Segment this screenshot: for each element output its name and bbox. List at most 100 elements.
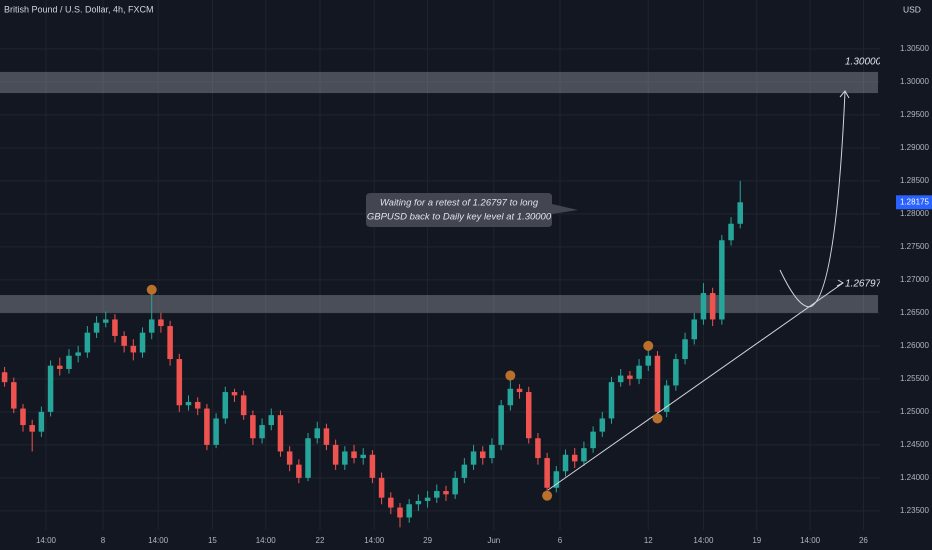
currency-label: USD (903, 4, 921, 14)
candle-body (176, 359, 183, 406)
candle-body (204, 408, 210, 445)
candle-body (231, 392, 238, 396)
candle-body (360, 454, 366, 459)
candle-body (378, 477, 385, 498)
candle-body (571, 454, 578, 462)
y-tick-label: 1.23500 (900, 506, 929, 515)
candle-body (286, 451, 293, 465)
candle-body (562, 454, 569, 472)
trend-line (547, 282, 844, 491)
swing-marker (643, 340, 654, 351)
candle-body (498, 405, 504, 445)
x-tick-label: 12 (644, 536, 653, 545)
candle-body (268, 415, 275, 426)
candle-body (305, 438, 311, 478)
x-tick-label: 14:00 (800, 536, 821, 545)
candle-body (148, 319, 155, 333)
candle-body (75, 352, 81, 356)
candle-body (11, 382, 17, 409)
candle-body (415, 500, 422, 505)
y-tick-label: 1.26000 (900, 341, 929, 350)
candle-body (461, 464, 468, 478)
candle-body (102, 319, 109, 323)
y-tick-label: 1.24000 (900, 473, 929, 482)
candle-body (57, 365, 63, 369)
candle-body (489, 444, 495, 459)
candle-body (700, 293, 707, 320)
candle-body (84, 332, 91, 353)
candle-body (369, 454, 376, 478)
x-tick-label: 14:00 (256, 536, 277, 545)
candle-body (296, 464, 302, 478)
key-zone (0, 71, 878, 94)
candle-body (581, 448, 587, 462)
x-tick-label: 8 (101, 536, 106, 545)
candle-body (222, 392, 229, 419)
last-price-box (896, 195, 932, 210)
candle-body (737, 202, 743, 224)
candle-body (121, 335, 127, 346)
candle-body (351, 451, 357, 459)
y-tick-label: 1.28000 (900, 209, 929, 218)
candle-body (728, 223, 734, 241)
candle-body (663, 385, 670, 412)
callout-text: Waiting for a retest of 1.26797 to long (380, 198, 539, 209)
candle-body (406, 504, 412, 518)
candle-body (185, 401, 192, 406)
x-tick-label: 19 (752, 536, 761, 545)
candle-body (470, 451, 477, 465)
candle-body (452, 477, 458, 495)
candle-body (20, 408, 26, 426)
target-label: 1.30000 (845, 57, 882, 68)
candle-body (397, 507, 403, 518)
x-tick-label: 14:00 (364, 536, 385, 545)
swing-marker (146, 284, 157, 295)
candle-body (93, 322, 100, 333)
candle-body (314, 428, 320, 439)
candle-body (259, 425, 265, 439)
x-tick-label: 14:00 (36, 536, 57, 545)
candle-body (627, 375, 633, 379)
time-axis (0, 530, 932, 550)
x-tick-label: 6 (558, 536, 563, 545)
candle-body (1, 372, 8, 383)
candle-body (194, 401, 201, 409)
candle-body (480, 451, 486, 459)
x-tick-label: Jun (487, 536, 500, 545)
chart-title: British Pound / U.S. Dollar, 4h, FXCM (4, 4, 154, 14)
candle-body (719, 240, 725, 320)
candle-body (250, 415, 256, 439)
y-tick-label: 1.30500 (900, 44, 929, 53)
candle-body (139, 332, 146, 353)
y-tick-label: 1.28500 (900, 176, 929, 185)
candle-body (599, 418, 606, 432)
candle-body (112, 319, 118, 336)
arrow-head (836, 279, 845, 287)
x-tick-label: 22 (316, 536, 325, 545)
candle-body (277, 415, 284, 452)
candle-body (645, 355, 652, 366)
x-tick-label: 29 (423, 536, 432, 545)
x-tick-label: 15 (208, 536, 217, 545)
candle-body (29, 425, 35, 432)
candle-body (673, 359, 679, 386)
y-tick-label: 1.24500 (900, 440, 929, 449)
candle-body (590, 431, 596, 449)
candle-body (654, 355, 661, 412)
y-tick-label: 1.25000 (900, 407, 929, 416)
arrow-head (839, 90, 850, 99)
candle-body (158, 319, 164, 327)
x-tick-label: 26 (859, 536, 868, 545)
candle-body (342, 451, 348, 465)
candle-body (636, 365, 642, 379)
candle-body (213, 418, 219, 445)
candle-body (516, 388, 523, 393)
y-tick-label: 1.29500 (900, 110, 929, 119)
y-tick-label: 1.30000 (900, 77, 929, 86)
swing-marker (542, 490, 553, 501)
y-tick-label: 1.26500 (900, 308, 929, 317)
y-tick-label: 1.25500 (900, 374, 929, 383)
candle-body (535, 438, 541, 459)
